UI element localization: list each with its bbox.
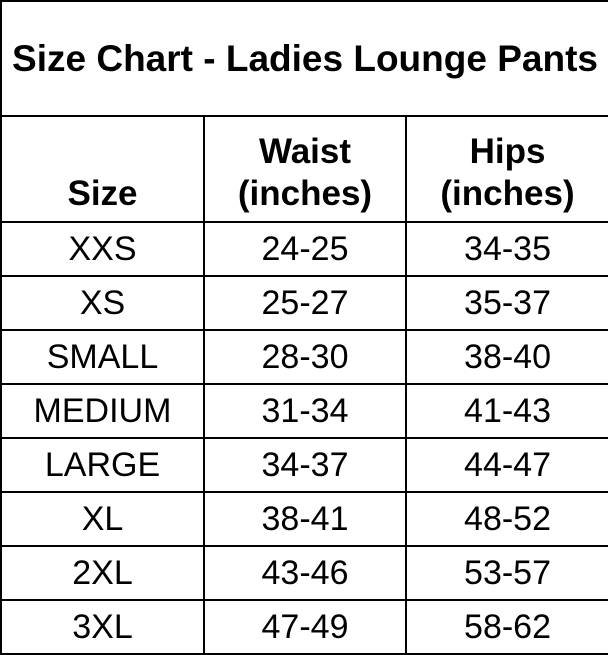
hips-cell: 35-37 bbox=[404, 275, 608, 331]
hips-cell: 38-40 bbox=[404, 329, 608, 385]
waist-cell: 24-25 bbox=[203, 221, 407, 277]
table-title: Size Chart - Ladies Lounge Pants bbox=[0, 0, 608, 117]
table-row: XS 25-27 35-37 bbox=[0, 275, 608, 331]
hips-cell: 53-57 bbox=[404, 545, 608, 601]
size-cell: 2XL bbox=[0, 545, 205, 601]
header-line2: (inches) bbox=[440, 174, 575, 213]
table-row: 2XL 43-46 53-57 bbox=[0, 545, 608, 601]
table-row: LARGE 34-37 44-47 bbox=[0, 437, 608, 493]
table-row: SMALL 28-30 38-40 bbox=[0, 329, 608, 385]
hips-cell: 41-43 bbox=[404, 383, 608, 439]
waist-cell: 34-37 bbox=[203, 437, 407, 493]
size-cell: SMALL bbox=[0, 329, 205, 385]
waist-cell: 25-27 bbox=[203, 275, 407, 331]
column-header-size: Size bbox=[0, 115, 205, 223]
hips-cell: 44-47 bbox=[404, 437, 608, 493]
header-line1: Waist bbox=[258, 132, 352, 171]
header-line2: Size bbox=[67, 174, 138, 213]
size-cell: XS bbox=[0, 275, 205, 331]
size-cell: XL bbox=[0, 491, 205, 547]
waist-cell: 38-41 bbox=[203, 491, 407, 547]
column-header-waist: Waist (inches) bbox=[203, 115, 407, 223]
hips-cell: 34-35 bbox=[404, 221, 608, 277]
header-line1: Hips bbox=[469, 132, 546, 171]
header-row: Size Waist (inches) Hips (inches) bbox=[0, 115, 608, 223]
size-cell: LARGE bbox=[0, 437, 205, 493]
waist-cell: 28-30 bbox=[203, 329, 407, 385]
table-row: XXS 24-25 34-35 bbox=[0, 221, 608, 277]
waist-cell: 31-34 bbox=[203, 383, 407, 439]
table-row: XL 38-41 48-52 bbox=[0, 491, 608, 547]
table-row: 3XL 47-49 58-62 bbox=[0, 599, 608, 655]
size-cell: XXS bbox=[0, 221, 205, 277]
hips-cell: 48-52 bbox=[404, 491, 608, 547]
table-row: MEDIUM 31-34 41-43 bbox=[0, 383, 608, 439]
waist-cell: 43-46 bbox=[203, 545, 407, 601]
column-header-hips: Hips (inches) bbox=[404, 115, 608, 223]
header-line2: (inches) bbox=[237, 174, 373, 213]
size-cell: MEDIUM bbox=[0, 383, 205, 439]
